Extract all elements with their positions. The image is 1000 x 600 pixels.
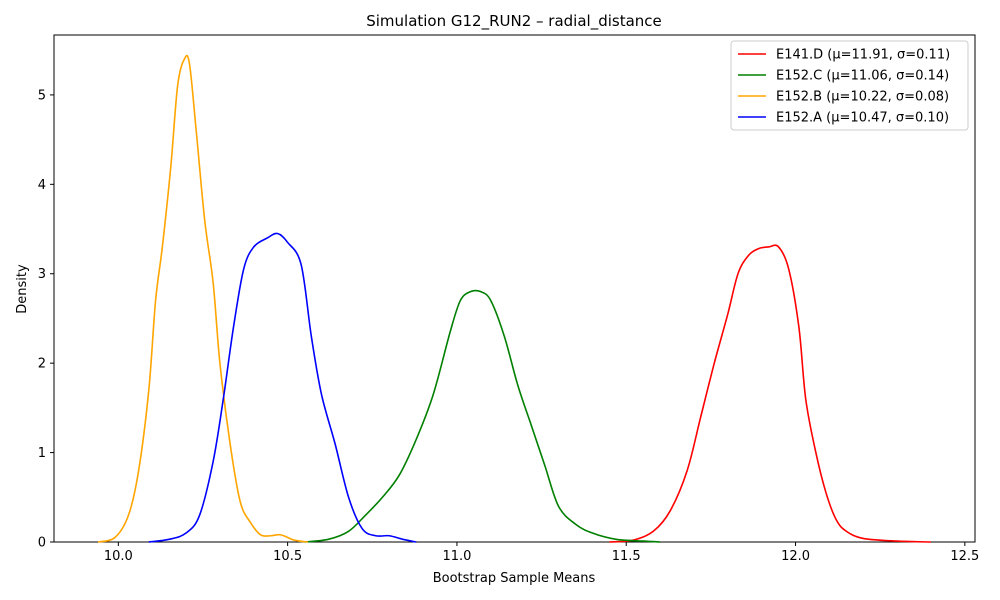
x-tick-label: 12.0 [781,549,810,564]
series-line-0 [609,244,932,543]
series-line-2 [97,54,309,543]
legend-label: E152.B (μ=10.22, σ=0.08) [776,90,949,105]
y-tick-label: 2 [38,357,46,372]
series-line-1 [304,289,661,543]
y-tick-label: 4 [38,178,46,193]
series-group [97,54,932,543]
legend-label: E152.A (μ=10.47, σ=0.10) [776,111,949,126]
y-tick-label: 0 [38,536,46,551]
x-tick-label: 11.5 [612,549,641,564]
x-tick-label: 12.5 [950,549,979,564]
legend: E141.D (μ=11.91, σ=0.11) E152.C (μ=11.06,… [730,40,969,131]
x-tick-label: 11.0 [442,549,471,564]
y-tick-label: 5 [38,88,46,103]
y-axis-label: Density [15,264,30,314]
y-tick-label: 1 [38,446,46,461]
y-axis-ticks: 0 1 2 3 4 5 [38,88,54,551]
y-tick-label: 3 [38,267,46,282]
x-tick-label: 10.5 [273,549,302,564]
x-axis-ticks: 10.0 10.5 11.0 11.5 12.0 12.5 [104,542,979,564]
x-axis-label: Bootstrap Sample Means [433,571,596,586]
legend-label: E141.D (μ=11.91, σ=0.11) [776,48,950,63]
chart-title: Simulation G12_RUN2 – radial_distance [366,12,662,31]
series-line-3 [148,232,417,543]
x-tick-label: 10.0 [104,549,133,564]
legend-label: E152.C (μ=11.06, σ=0.14) [776,69,949,84]
legend-box [730,40,969,131]
